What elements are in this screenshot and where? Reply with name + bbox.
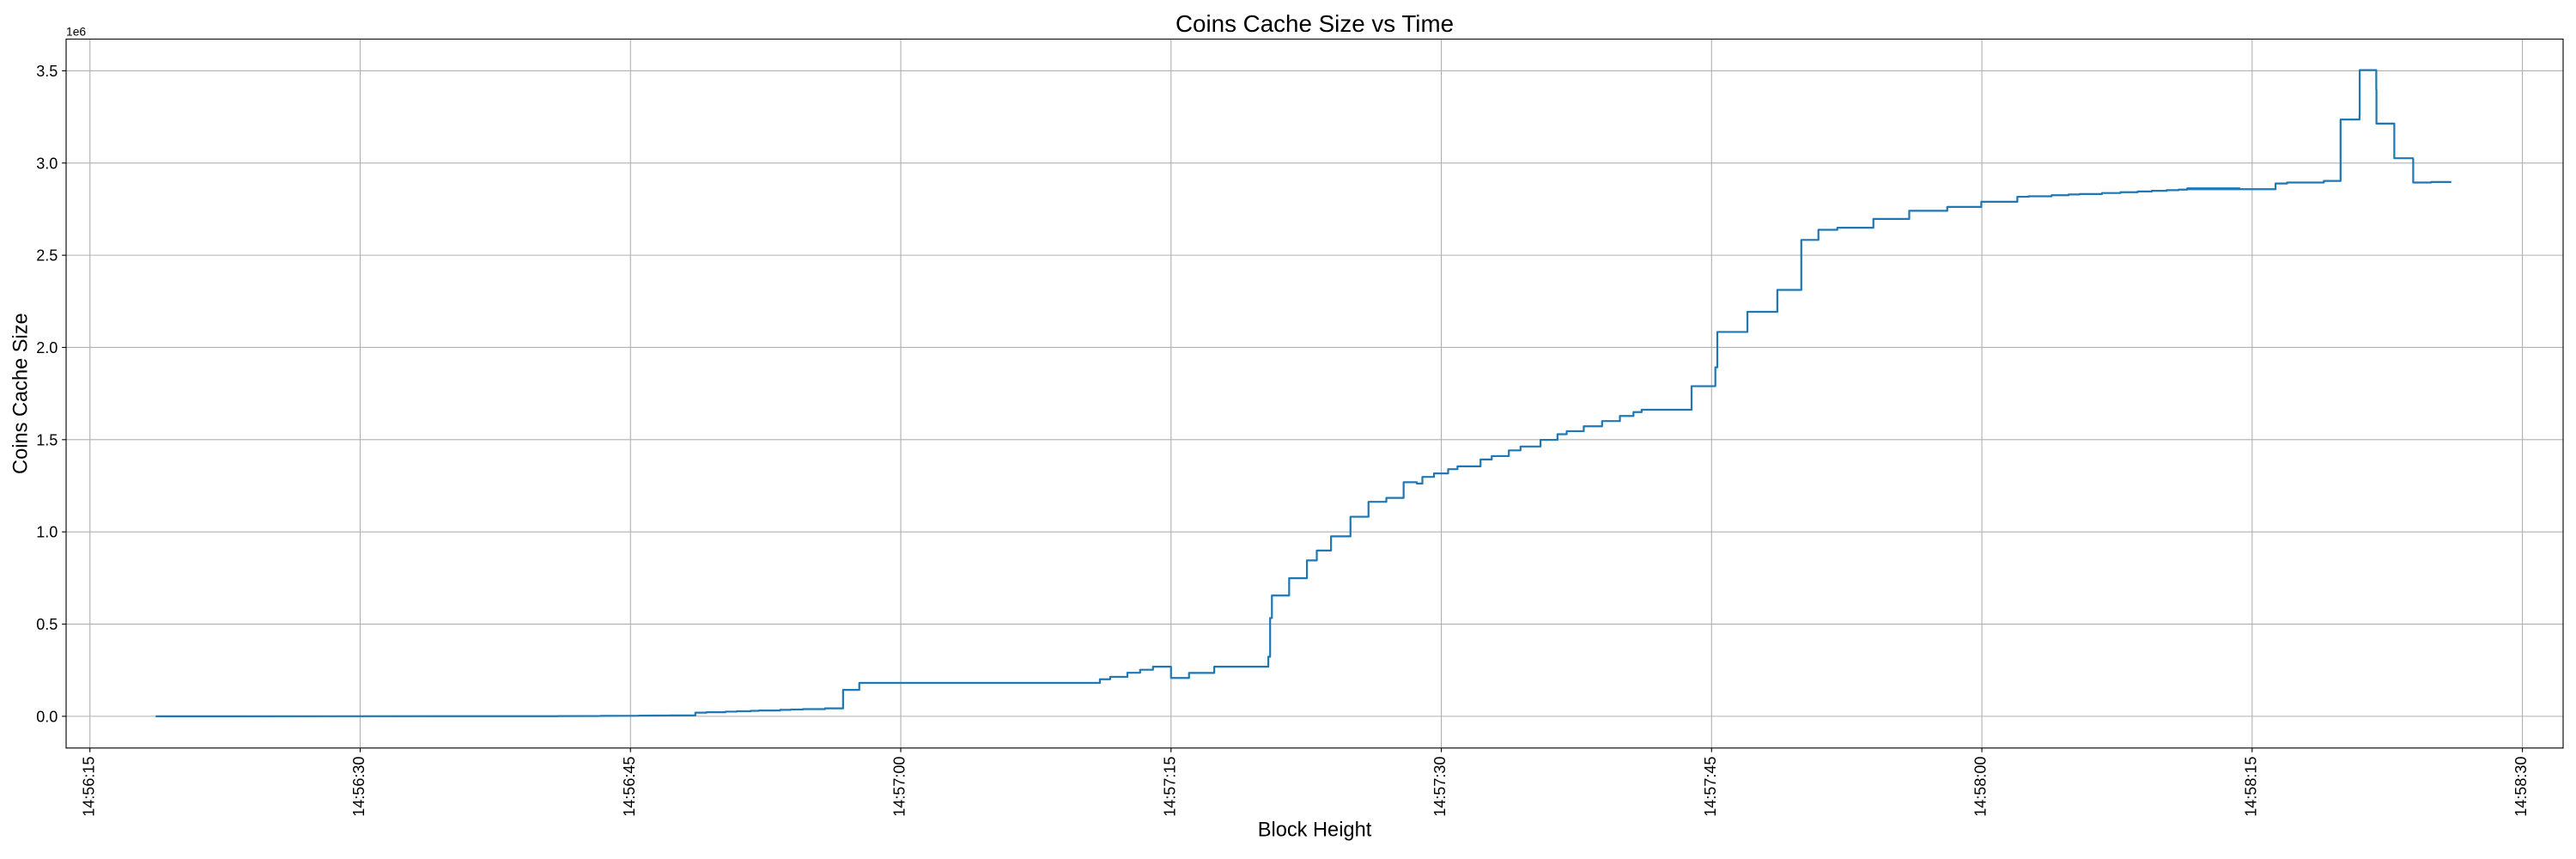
svg-text:14:58:15: 14:58:15	[2242, 757, 2259, 817]
svg-text:Coins Cache Size: Coins Cache Size	[10, 313, 33, 474]
svg-text:14:56:45: 14:56:45	[621, 757, 638, 817]
svg-text:3.5: 3.5	[36, 63, 58, 80]
svg-text:14:57:45: 14:57:45	[1702, 757, 1719, 817]
svg-text:14:58:00: 14:58:00	[1972, 757, 1990, 817]
svg-text:Block Height: Block Height	[1258, 819, 1372, 841]
svg-text:0.0: 0.0	[36, 708, 58, 725]
svg-text:3.0: 3.0	[36, 155, 58, 172]
svg-text:14:56:30: 14:56:30	[350, 757, 368, 817]
svg-text:1.5: 1.5	[36, 431, 58, 448]
svg-text:14:57:30: 14:57:30	[1431, 757, 1449, 817]
svg-text:14:56:15: 14:56:15	[80, 757, 97, 817]
svg-text:14:58:30: 14:58:30	[2512, 757, 2530, 817]
svg-text:Coins Cache Size vs Time: Coins Cache Size vs Time	[1176, 10, 1454, 37]
svg-text:14:57:00: 14:57:00	[891, 757, 908, 817]
svg-text:1e6: 1e6	[66, 24, 86, 38]
svg-text:14:57:15: 14:57:15	[1161, 757, 1178, 817]
svg-text:0.5: 0.5	[36, 616, 58, 633]
svg-text:2.0: 2.0	[36, 339, 58, 356]
svg-text:2.5: 2.5	[36, 247, 58, 265]
svg-text:1.0: 1.0	[36, 524, 58, 541]
